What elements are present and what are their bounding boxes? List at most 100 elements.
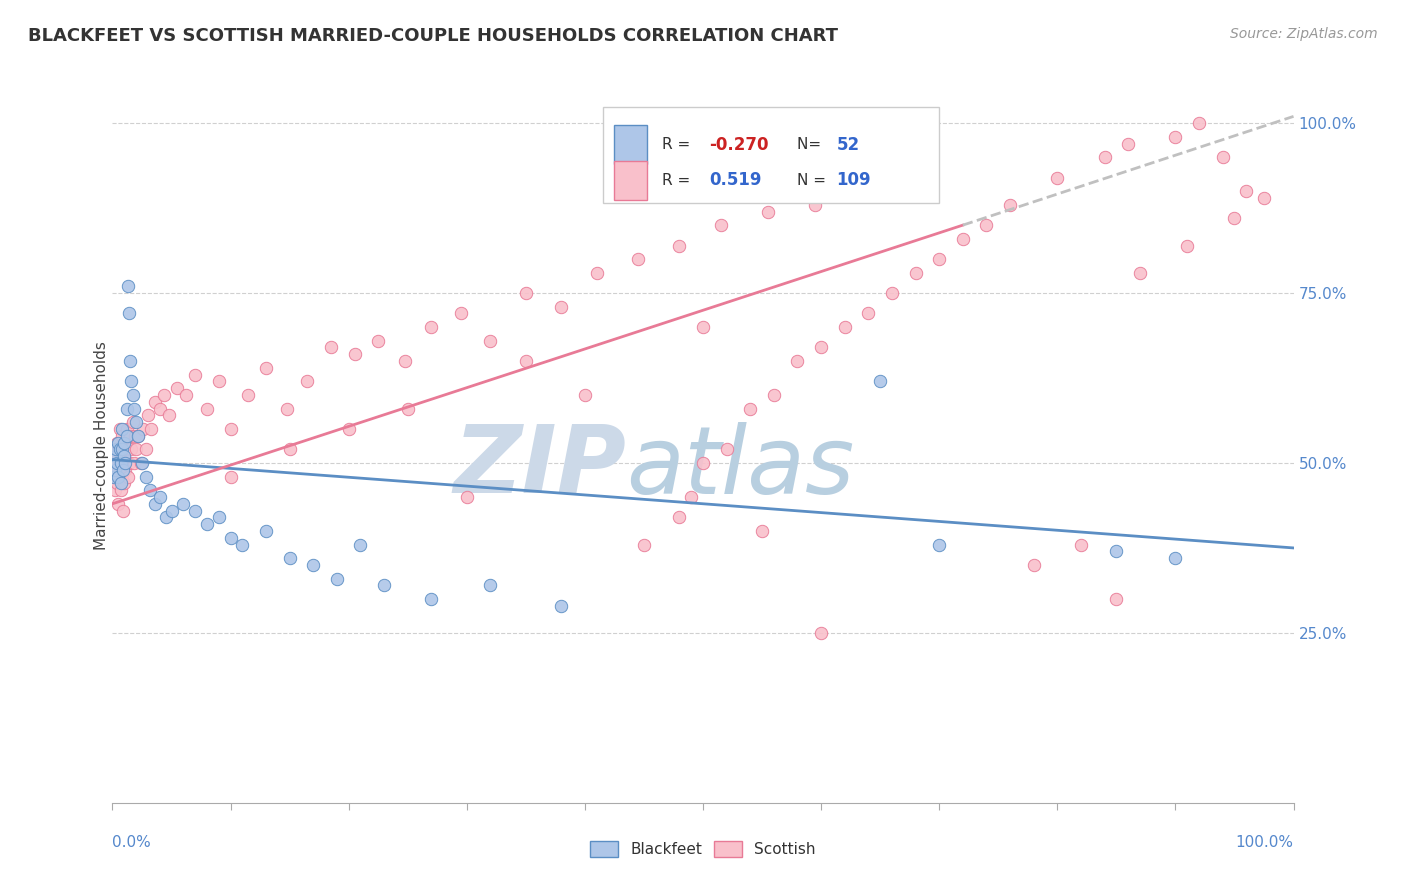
Point — [115, 401, 138, 416]
FancyBboxPatch shape — [614, 125, 648, 164]
Point — [111, 442, 134, 457]
Point — [107, 435, 129, 450]
Point — [117, 469, 139, 483]
Point — [208, 375, 231, 389]
Point — [127, 429, 149, 443]
Point — [120, 375, 142, 389]
Point — [110, 476, 132, 491]
Point — [112, 503, 135, 517]
Point — [515, 286, 537, 301]
Point — [157, 409, 180, 423]
Point — [456, 490, 478, 504]
Point — [149, 490, 172, 504]
Point — [219, 469, 242, 483]
Point — [450, 306, 472, 320]
Point — [184, 368, 207, 382]
Point — [337, 422, 360, 436]
Point — [367, 334, 389, 348]
Point — [762, 388, 785, 402]
Point — [153, 388, 176, 402]
Point — [394, 354, 416, 368]
Text: R =: R = — [662, 173, 695, 187]
Point — [166, 381, 188, 395]
Point — [1022, 558, 1045, 572]
Point — [120, 354, 142, 368]
Point — [112, 435, 135, 450]
Point — [108, 456, 131, 470]
Point — [111, 422, 134, 436]
Point — [125, 415, 148, 429]
Point — [585, 266, 607, 280]
Point — [219, 422, 242, 436]
Point — [904, 266, 927, 280]
Point — [276, 401, 298, 416]
Point — [104, 463, 127, 477]
Point — [135, 442, 157, 457]
Text: N=: N= — [797, 137, 827, 152]
Point — [998, 198, 1021, 212]
Point — [112, 449, 135, 463]
Text: ZIP: ZIP — [453, 421, 626, 514]
Point — [195, 401, 218, 416]
Point — [122, 401, 145, 416]
Point — [627, 252, 650, 266]
Point — [103, 469, 125, 483]
Legend: Blackfeet, Scottish: Blackfeet, Scottish — [585, 835, 821, 863]
Point — [141, 422, 163, 436]
Point — [135, 469, 157, 483]
Point — [108, 442, 131, 457]
Point — [1046, 170, 1069, 185]
Point — [302, 558, 325, 572]
Point — [786, 354, 808, 368]
Point — [1223, 211, 1246, 226]
Point — [108, 422, 131, 436]
Point — [107, 449, 129, 463]
Point — [115, 422, 138, 436]
Point — [111, 469, 134, 483]
Point — [139, 483, 162, 498]
Point — [105, 435, 128, 450]
Point — [107, 497, 129, 511]
Point — [928, 252, 950, 266]
Point — [858, 306, 880, 320]
Point — [129, 456, 152, 470]
Point — [103, 469, 125, 483]
Point — [326, 572, 349, 586]
Point — [1175, 238, 1198, 252]
Point — [668, 238, 690, 252]
Point — [1116, 136, 1139, 151]
Point — [114, 463, 136, 477]
Point — [343, 347, 366, 361]
Point — [319, 341, 342, 355]
Point — [1164, 551, 1187, 566]
Point — [756, 204, 779, 219]
Text: 100.0%: 100.0% — [1236, 835, 1294, 850]
Point — [160, 503, 183, 517]
Point — [114, 435, 136, 450]
Point — [115, 429, 138, 443]
Point — [112, 476, 135, 491]
Point — [1070, 537, 1092, 551]
Point — [172, 497, 194, 511]
Text: BLACKFEET VS SCOTTISH MARRIED-COUPLE HOUSEHOLDS CORRELATION CHART: BLACKFEET VS SCOTTISH MARRIED-COUPLE HOU… — [28, 27, 838, 45]
Point — [127, 429, 149, 443]
Point — [105, 442, 128, 457]
Point — [238, 388, 260, 402]
Point — [1253, 191, 1275, 205]
Point — [136, 409, 159, 423]
Point — [804, 198, 827, 212]
Point — [120, 442, 142, 457]
Point — [105, 456, 128, 470]
Point — [231, 537, 253, 551]
Point — [880, 286, 903, 301]
Point — [810, 341, 832, 355]
Point — [297, 375, 319, 389]
Point — [692, 320, 714, 334]
Point — [479, 578, 502, 592]
Point — [105, 449, 128, 463]
Point — [107, 469, 129, 483]
Point — [104, 483, 127, 498]
Text: 109: 109 — [837, 171, 872, 189]
Point — [1094, 150, 1116, 164]
Point — [869, 375, 891, 389]
